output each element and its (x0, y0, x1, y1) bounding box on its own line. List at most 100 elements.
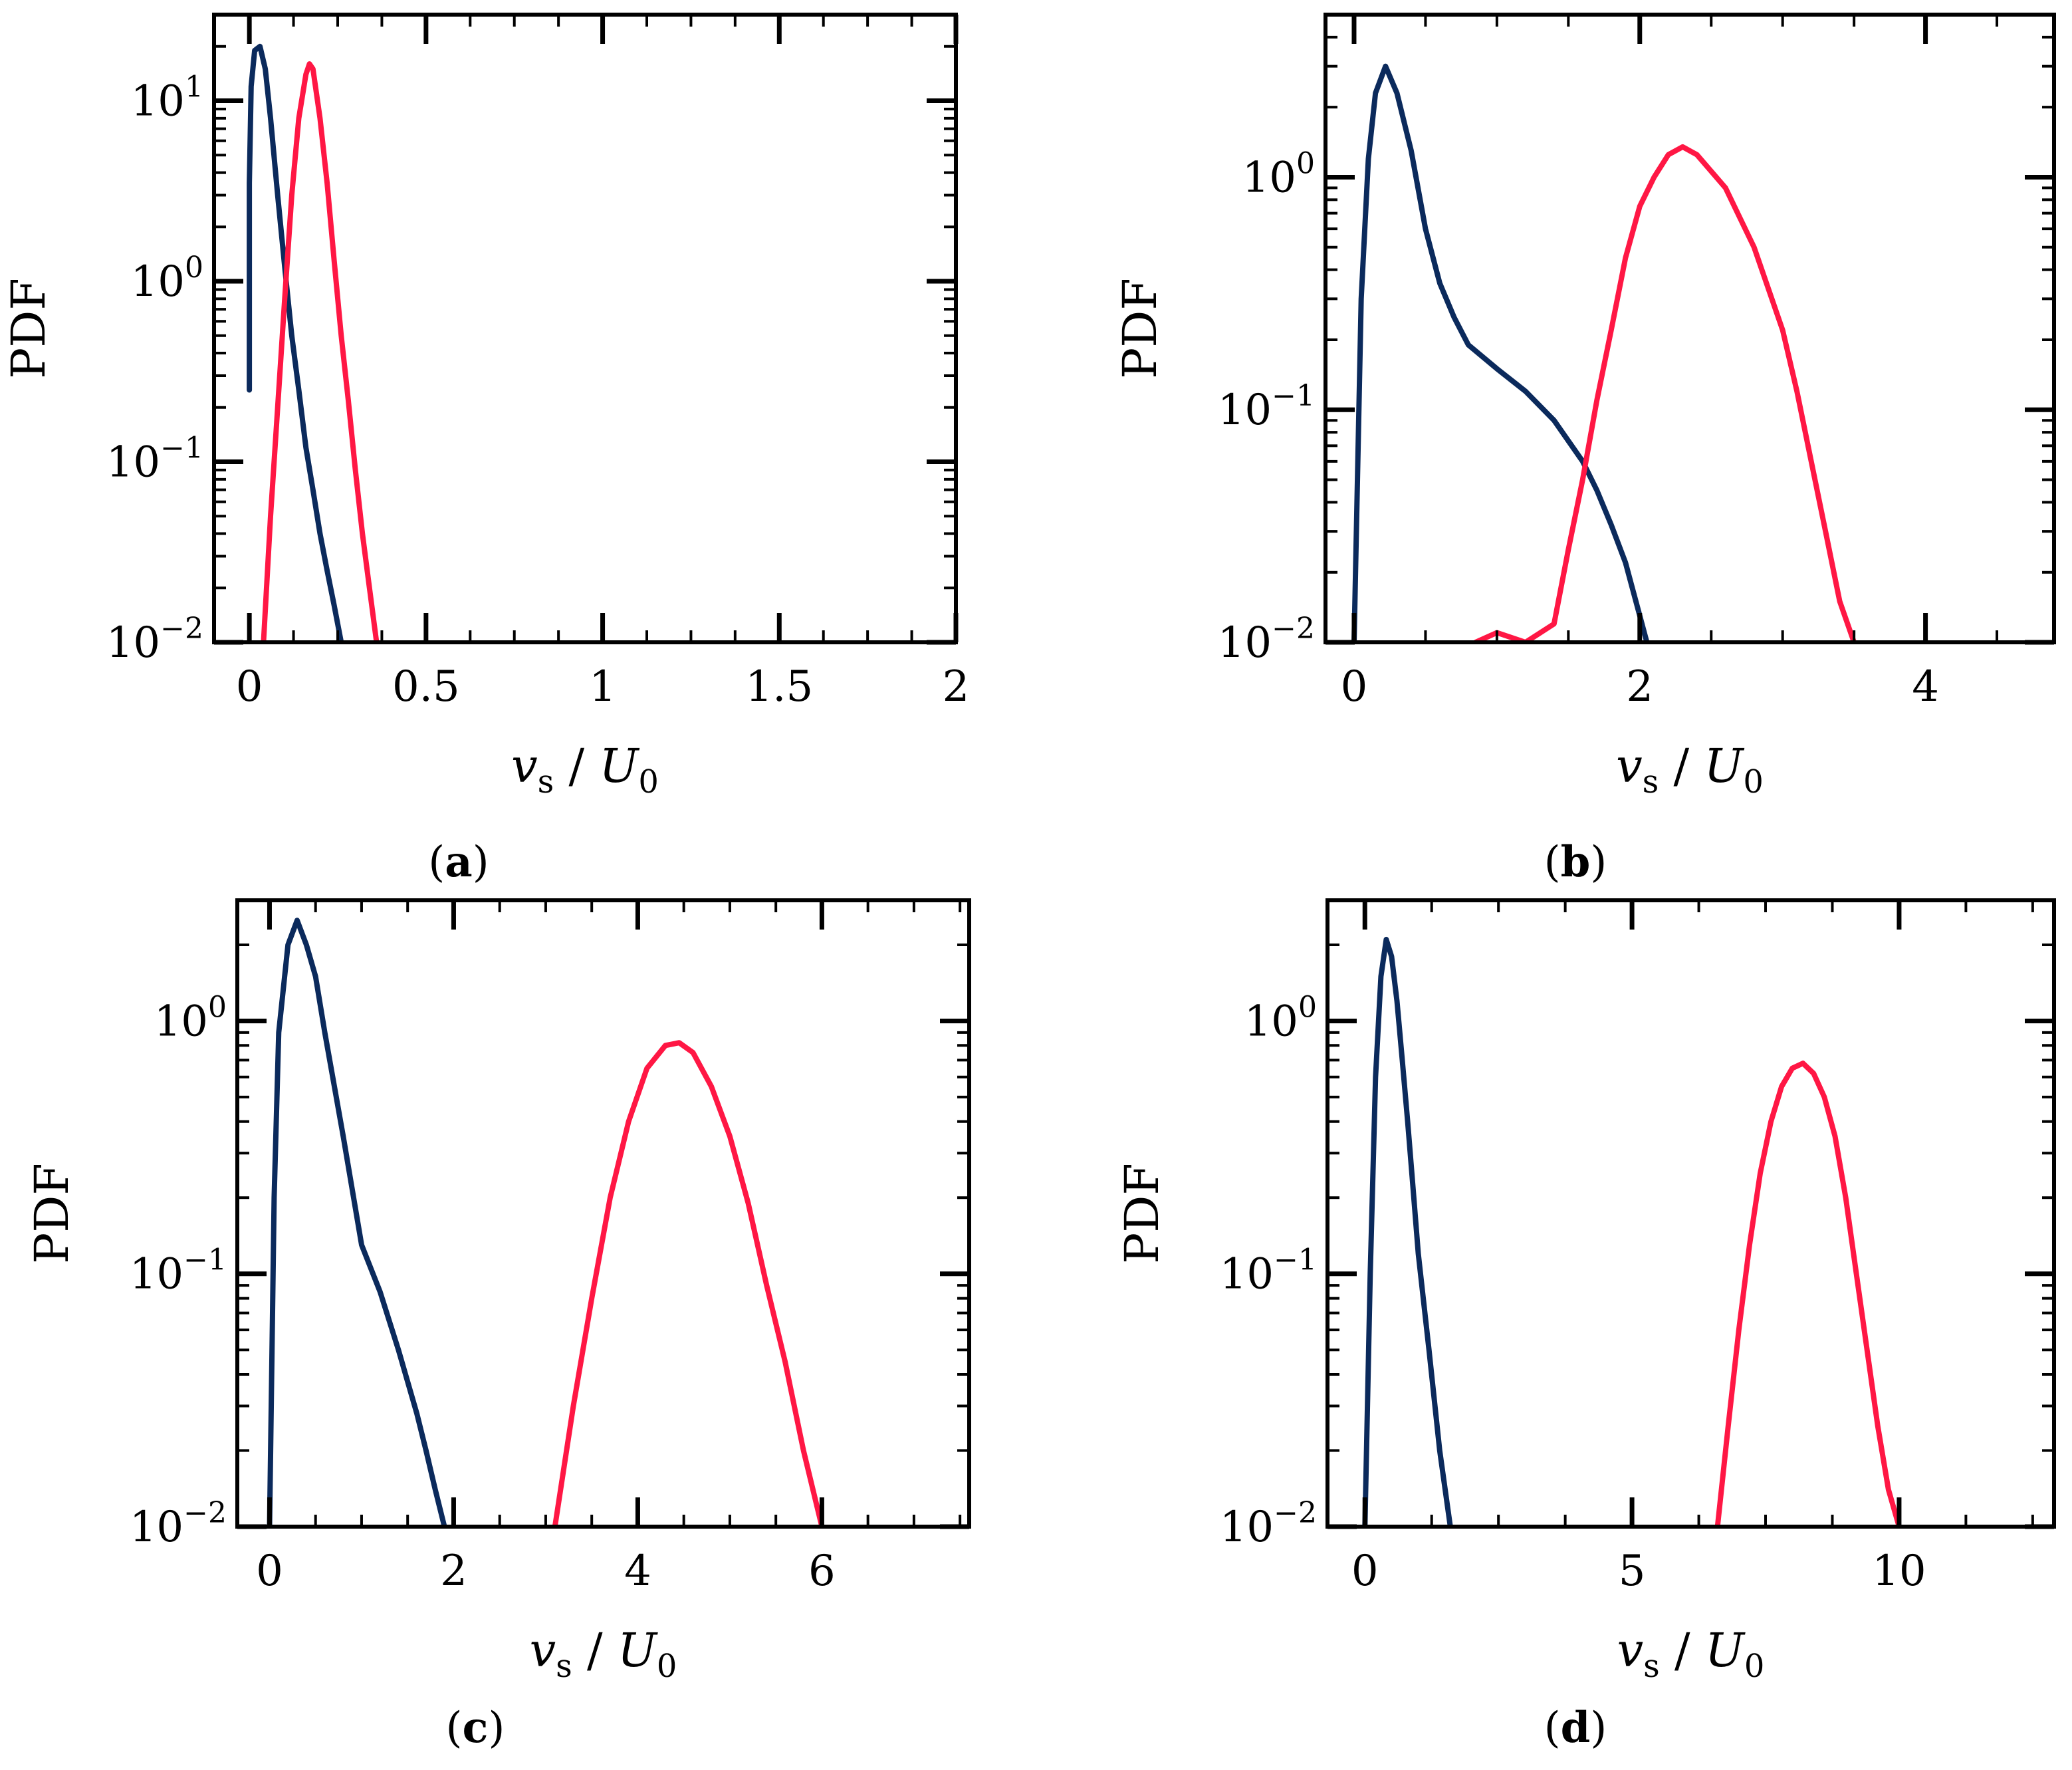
y-tick-exp: 0 (1296, 146, 1315, 180)
y-tick-base: 10 (130, 1250, 183, 1299)
x-title-den-sub: 0 (638, 763, 659, 801)
y-tick-label: 100 (1244, 990, 1317, 1046)
x-title-sub: s (1643, 763, 1659, 801)
x-title-sub: s (538, 763, 554, 801)
y-axis-title: PDF (25, 1163, 79, 1264)
y-tick-base: 10 (1218, 386, 1272, 435)
x-tick-label: 0 (1351, 1547, 1379, 1596)
series-line-red (1472, 144, 1857, 642)
x-title-den-sub: 0 (1744, 1648, 1765, 1685)
y-tick-label: 10−2 (130, 1496, 227, 1552)
x-tick-label: 0 (1341, 662, 1368, 711)
y-tick-label: 100 (154, 990, 227, 1046)
panel-label: (c) (446, 1703, 505, 1753)
series-line-red (1714, 1061, 1902, 1527)
y-tick-base: 10 (1220, 1503, 1274, 1552)
x-title-var: v (1617, 1623, 1644, 1678)
x-title-den: U (1704, 739, 1744, 793)
y-tick-exp: 1 (185, 70, 203, 104)
x-tick-label: 0 (236, 662, 263, 711)
y-tick-base: 10 (130, 1503, 183, 1552)
x-title-slash: / (572, 1623, 618, 1678)
y-tick-exp: −2 (160, 612, 203, 646)
x-tick-label: 2 (440, 1547, 467, 1596)
y-tick-exp: −1 (1274, 1243, 1317, 1277)
panel-label: (a) (428, 837, 489, 887)
x-tick-label: 0.5 (392, 662, 460, 711)
panel-label: (b) (1544, 837, 1607, 887)
y-tick-label: 100 (131, 251, 203, 307)
y-tick-label: 10−1 (1220, 1243, 1317, 1299)
x-tick-label: 1.5 (745, 662, 813, 711)
y-tick-exp: 0 (1298, 990, 1317, 1024)
x-title-den: U (618, 1623, 658, 1678)
y-axis-title: PDF (1113, 278, 1167, 379)
x-tick-label: 2 (1626, 662, 1653, 711)
x-title-slash: / (1660, 1623, 1705, 1678)
x-axis-title: vs / U0 (1616, 739, 1764, 801)
series-line-dark (1362, 936, 1453, 1527)
y-tick-label: 10−2 (106, 612, 203, 668)
x-title-den: U (1705, 1623, 1746, 1678)
plot-frame (1324, 13, 2056, 644)
y-tick-exp: −1 (183, 1243, 227, 1277)
panel-letter: b (1561, 837, 1591, 887)
y-tick-exp: −1 (1272, 379, 1315, 413)
y-tick-base: 10 (1244, 997, 1298, 1046)
series-line-dark (267, 918, 447, 1527)
panel-label: (d) (1544, 1703, 1607, 1753)
panel-letter: d (1561, 1703, 1591, 1753)
y-tick-exp: 0 (208, 990, 227, 1024)
x-title-sub: s (1643, 1648, 1660, 1685)
y-tick-base: 10 (131, 257, 185, 307)
y-tick-base: 10 (1220, 1250, 1274, 1299)
y-tick-label: 100 (1242, 146, 1315, 202)
series-group (1362, 936, 1902, 1527)
x-title-den-sub: 0 (657, 1648, 677, 1685)
x-tick-label: 4 (1912, 662, 1939, 711)
y-tick-label: 10−2 (1220, 1496, 1317, 1552)
y-tick-label: 10−1 (106, 432, 203, 487)
y-tick-exp: −2 (1274, 1496, 1317, 1530)
plot-frame (212, 13, 958, 644)
x-tick-label: 10 (1872, 1547, 1926, 1596)
y-tick-base: 10 (154, 997, 208, 1046)
y-tick-label: 10−2 (1218, 612, 1315, 668)
x-tick-label: 6 (808, 1547, 836, 1596)
y-tick-base: 10 (1242, 153, 1296, 202)
x-title-var: v (511, 739, 538, 793)
panel-letter: a (445, 837, 472, 887)
y-axis-title: PDF (1115, 1163, 1169, 1264)
x-axis-title: vs / U0 (530, 1623, 677, 1685)
series-line-red (552, 1040, 825, 1527)
x-tick-label: 1 (589, 662, 616, 711)
series-group (247, 43, 380, 642)
y-tick-label: 10−1 (1218, 379, 1315, 435)
series-group (1351, 63, 1857, 642)
y-axis-title: PDF (1, 278, 56, 379)
plot-frame (1325, 898, 2056, 1529)
x-tick-label: 0 (256, 1547, 283, 1596)
x-title-slash: / (1659, 739, 1704, 793)
series-group (267, 918, 825, 1527)
x-tick-label: 2 (943, 662, 970, 711)
series-line-dark (1351, 63, 1650, 642)
y-tick-label: 101 (131, 70, 203, 126)
y-tick-base: 10 (106, 618, 160, 668)
x-tick-label: 5 (1619, 1547, 1646, 1596)
x-title-var: v (530, 1623, 556, 1678)
x-title-sub: s (556, 1648, 572, 1685)
x-title-den-sub: 0 (1743, 763, 1764, 801)
x-title-var: v (1616, 739, 1643, 793)
x-title-den: U (599, 739, 639, 793)
x-axis-title: vs / U0 (511, 739, 659, 801)
y-tick-exp: −2 (183, 1496, 227, 1530)
x-tick-label: 4 (624, 1547, 651, 1596)
y-tick-base: 10 (106, 438, 160, 487)
y-tick-base: 10 (131, 77, 185, 126)
